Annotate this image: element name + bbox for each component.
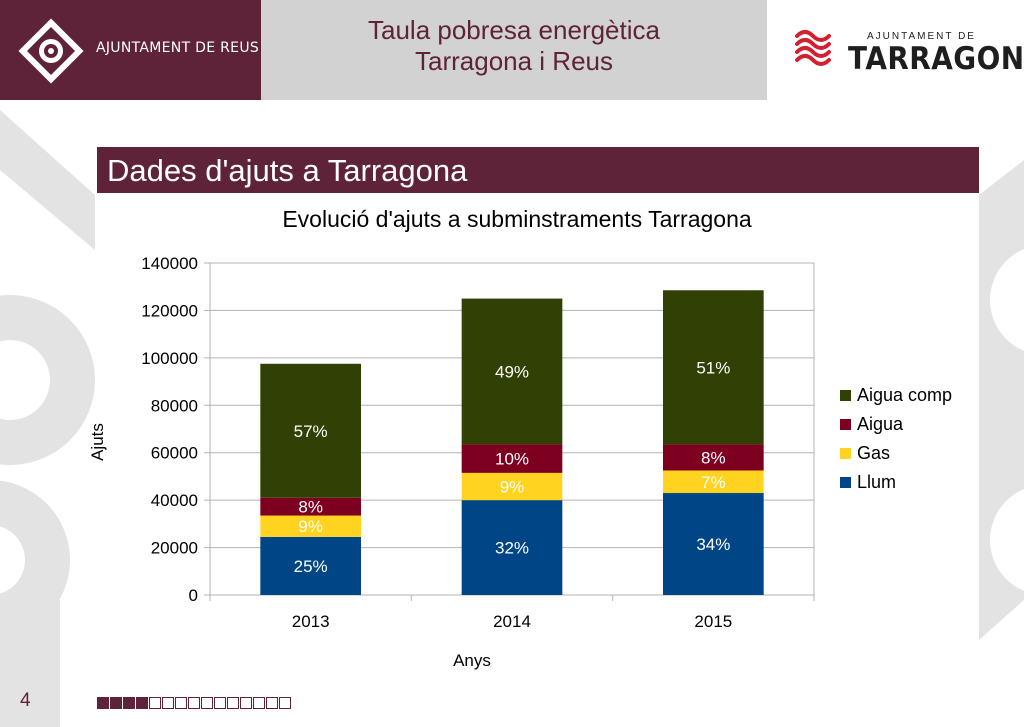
chart-legend: Aigua comp Aigua Gas Llum <box>840 385 952 492</box>
legend-label: Aigua comp <box>857 385 952 405</box>
bar-segment-aigua-2014 <box>461 444 563 473</box>
x-tick-label: 2014 <box>493 612 531 631</box>
legend-swatch <box>840 390 851 401</box>
bar-segment-gas-2013 <box>260 515 361 537</box>
data-label: 25% <box>294 557 328 576</box>
y-tick-label: 100000 <box>141 349 198 368</box>
x-tick-label: 2013 <box>292 612 330 631</box>
bar-segment-llum-2013 <box>260 536 361 595</box>
bar-segment-aigua-comp-2014 <box>461 298 563 445</box>
legend-swatch <box>840 477 851 488</box>
bar-segment-llum-2015 <box>663 493 764 595</box>
y-tick-label: 80000 <box>151 396 198 415</box>
progress-cell <box>253 697 265 709</box>
bar-segment-gas-2015 <box>663 470 764 494</box>
legend-label: Gas <box>857 443 890 463</box>
header-title-line1: Taula pobresa energètica <box>368 15 660 45</box>
bar-segment-aigua-comp-2013 <box>260 363 361 498</box>
x-tick-label: 2015 <box>694 612 732 631</box>
legend-swatch <box>840 448 851 459</box>
section-title-bar: Dades d'ajuts a Tarragona <box>97 147 979 193</box>
header-title: Taula pobresa energètica Tarragona i Reu… <box>261 0 767 100</box>
data-label: 7% <box>701 473 726 492</box>
reus-logo-block: AJUNTAMENT DE REUS <box>0 0 261 100</box>
progress-cell <box>214 697 226 709</box>
progress-cell <box>110 697 122 709</box>
progress-cell <box>97 697 109 709</box>
slide-progress-indicator <box>97 697 291 709</box>
progress-cell <box>136 697 148 709</box>
data-label: 10% <box>495 450 529 469</box>
data-label: 51% <box>696 358 730 377</box>
progress-cell <box>279 697 291 709</box>
data-label: 49% <box>495 362 529 381</box>
y-tick-label: 40000 <box>151 491 198 510</box>
progress-cell <box>188 697 200 709</box>
y-tick-label: 60000 <box>151 444 198 463</box>
reus-emblem-icon <box>18 18 84 84</box>
bar-segment-aigua-comp-2015 <box>663 290 764 445</box>
tarragona-logo-block <box>767 0 1024 100</box>
header: AJUNTAMENT DE REUS Taula pobresa energèt… <box>0 0 1024 100</box>
legend-swatch <box>840 419 851 430</box>
left-decoration-cutouts <box>0 340 50 594</box>
progress-cell <box>162 697 174 709</box>
section-title: Dades d'ajuts a Tarragona <box>107 153 468 188</box>
data-label: 8% <box>701 448 726 467</box>
x-axis-tick-labels: 2013 2014 2015 <box>292 612 732 631</box>
progress-cell <box>175 697 187 709</box>
y-tick-label: 140000 <box>141 254 198 273</box>
bar-segment-llum-2014 <box>461 500 563 595</box>
y-tick-label: 20000 <box>151 539 198 558</box>
legend-label: Aigua <box>857 414 904 434</box>
progress-cell <box>227 697 239 709</box>
y-axis-tick-labels: 0 20000 40000 60000 80000 100000 120000 140000 <box>141 254 198 605</box>
progress-cell <box>266 697 278 709</box>
data-label: 34% <box>696 535 730 554</box>
tarragona-logo-small-text: AJUNTAMENT DE <box>867 31 976 42</box>
legend-label: Llum <box>857 472 896 492</box>
y-tick-label: 0 <box>189 586 198 605</box>
bar-segment-aigua-2015 <box>663 444 764 471</box>
data-label: 9% <box>500 478 525 497</box>
progress-cell <box>149 697 161 709</box>
progress-cell <box>201 697 213 709</box>
x-axis-label: Anys <box>453 651 491 670</box>
y-axis-label: Ajuts <box>88 423 107 461</box>
chart-bars: 25%9%8%57%32%9%10%49%34%7%8%51% <box>260 290 764 595</box>
data-label: 32% <box>495 539 529 558</box>
page-number: 4 <box>20 690 31 711</box>
reus-logo-text: AJUNTAMENT DE REUS <box>96 40 260 56</box>
header-title-line2: Tarragona i Reus <box>415 46 613 76</box>
tarragona-emblem-icon <box>795 30 831 66</box>
progress-cell <box>123 697 135 709</box>
progress-cell <box>240 697 252 709</box>
tarragona-logo-wordmark: TARRAGONA <box>848 41 1024 77</box>
bar-segment-aigua-2013 <box>260 497 361 516</box>
y-tick-label: 120000 <box>141 301 198 320</box>
data-label: 9% <box>298 517 323 536</box>
data-label: 57% <box>294 422 328 441</box>
bar-segment-gas-2014 <box>461 472 563 501</box>
right-decoration-cutouts <box>990 249 1024 591</box>
chart-title: Evolució d'ajuts a subminstraments Tarra… <box>282 206 752 232</box>
data-label: 8% <box>298 498 323 517</box>
